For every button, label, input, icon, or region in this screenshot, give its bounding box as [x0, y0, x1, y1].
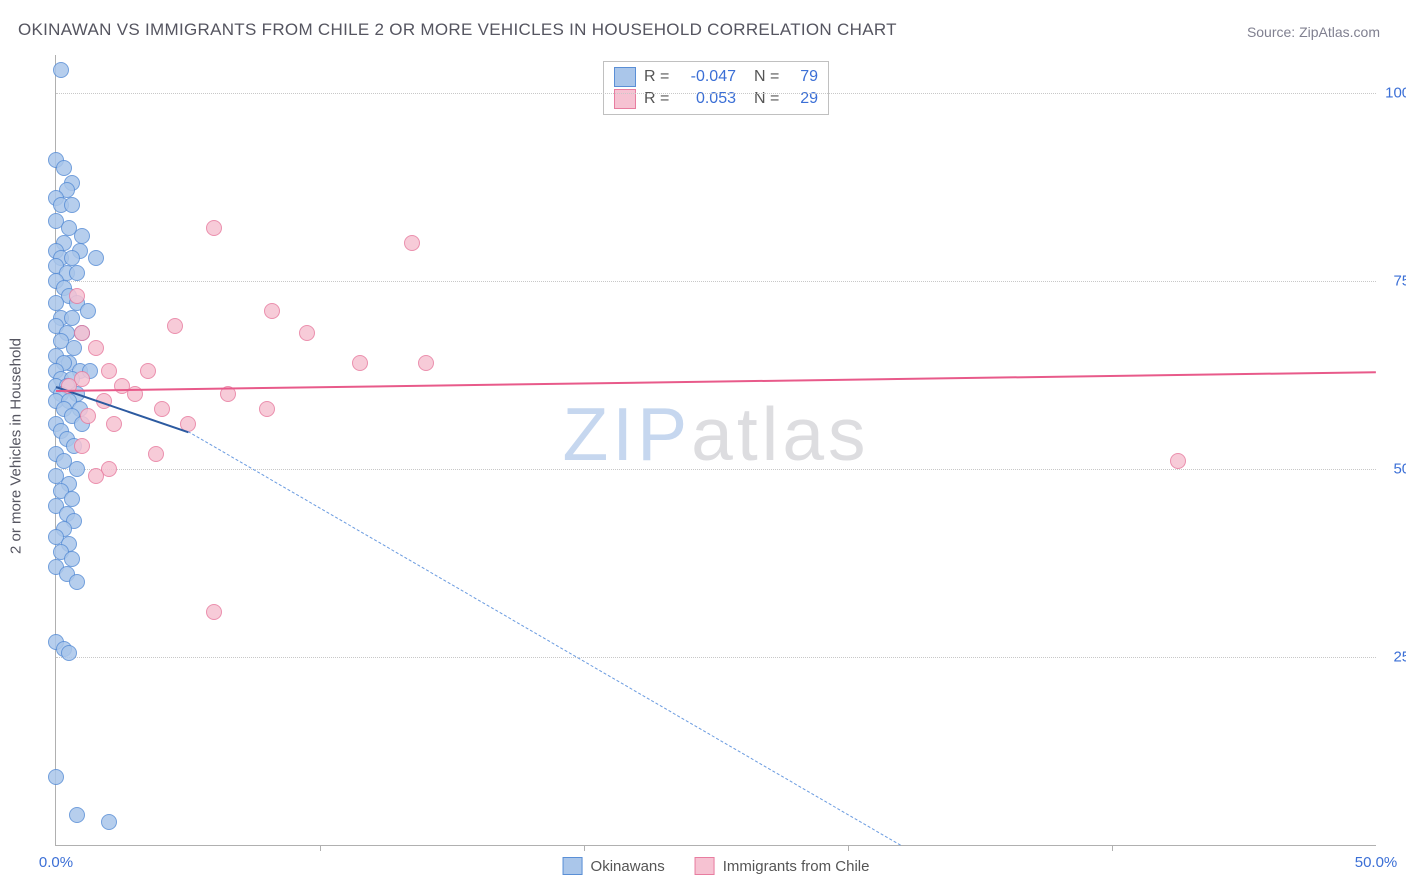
x-tick: [320, 845, 321, 851]
legend-correlation: R = -0.047 N = 79 R =0.053N =29: [603, 61, 829, 115]
trend-line: [56, 371, 1376, 392]
legend-series: Okinawans Immigrants from Chile: [563, 857, 870, 875]
scatter-point: [64, 197, 80, 213]
scatter-point: [69, 461, 85, 477]
x-tick: [584, 845, 585, 851]
legend-series-item: Okinawans: [563, 857, 665, 875]
scatter-point: [64, 551, 80, 567]
scatter-point: [352, 355, 368, 371]
scatter-point: [74, 438, 90, 454]
scatter-point: [64, 250, 80, 266]
scatter-point: [206, 604, 222, 620]
scatter-point: [101, 363, 117, 379]
scatter-point: [53, 62, 69, 78]
legend-swatch: [563, 857, 583, 875]
x-tick-label: 0.0%: [39, 854, 73, 871]
legend-n-value: 79: [790, 68, 818, 86]
scatter-point: [206, 220, 222, 236]
gridline-h: [56, 281, 1376, 282]
gridline-h: [56, 657, 1376, 658]
legend-swatch: [614, 67, 636, 87]
legend-series-name: Okinawans: [591, 858, 665, 875]
scatter-point: [404, 235, 420, 251]
scatter-point: [69, 807, 85, 823]
watermark: ZIPatlas: [562, 391, 869, 477]
scatter-point: [64, 310, 80, 326]
scatter-point: [56, 160, 72, 176]
scatter-point: [80, 408, 96, 424]
scatter-point: [148, 446, 164, 462]
scatter-point: [69, 265, 85, 281]
x-tick-label: 50.0%: [1355, 854, 1398, 871]
scatter-point: [61, 645, 77, 661]
scatter-point: [88, 340, 104, 356]
scatter-point: [74, 325, 90, 341]
chart-title: OKINAWAN VS IMMIGRANTS FROM CHILE 2 OR M…: [18, 20, 897, 40]
scatter-point: [264, 303, 280, 319]
scatter-point: [48, 295, 64, 311]
x-tick: [1112, 845, 1113, 851]
legend-series-item: Immigrants from Chile: [695, 857, 870, 875]
source-value: ZipAtlas.com: [1299, 24, 1380, 40]
legend-series-name: Immigrants from Chile: [723, 858, 870, 875]
scatter-point: [69, 288, 85, 304]
watermark-atlas: atlas: [691, 392, 869, 476]
gridline-h: [56, 93, 1376, 94]
y-tick-label: 50.0%: [1381, 460, 1406, 477]
scatter-point: [101, 814, 117, 830]
legend-row: R = -0.047 N = 79: [610, 66, 822, 88]
scatter-point: [74, 228, 90, 244]
x-tick: [848, 845, 849, 851]
scatter-point: [299, 325, 315, 341]
legend-n-label: N =: [754, 68, 782, 86]
scatter-point: [88, 250, 104, 266]
scatter-point: [66, 340, 82, 356]
scatter-point: [140, 363, 156, 379]
legend-r-label: R =: [644, 68, 672, 86]
scatter-point: [167, 318, 183, 334]
scatter-point: [106, 416, 122, 432]
y-axis-title: 2 or more Vehicles in Household: [8, 338, 25, 554]
scatter-point: [69, 574, 85, 590]
scatter-point: [418, 355, 434, 371]
y-tick-label: 100.0%: [1381, 84, 1406, 101]
y-tick-label: 25.0%: [1381, 648, 1406, 665]
scatter-point: [259, 401, 275, 417]
legend-r-value: -0.047: [680, 68, 736, 86]
scatter-point: [1170, 453, 1186, 469]
y-tick-label: 75.0%: [1381, 272, 1406, 289]
scatter-point: [48, 769, 64, 785]
scatter-point: [80, 303, 96, 319]
scatter-plot: ZIPatlas R =-0.047N =79R =0.053N =29 Oki…: [55, 55, 1376, 846]
trend-line-dashed: [188, 431, 901, 846]
watermark-zip: ZIP: [562, 392, 691, 476]
source-attribution: Source: ZipAtlas.com: [1247, 24, 1380, 40]
legend-row: R =0.053N =29: [610, 88, 822, 110]
scatter-point: [64, 491, 80, 507]
source-label: Source:: [1247, 24, 1299, 40]
scatter-point: [88, 468, 104, 484]
scatter-point: [154, 401, 170, 417]
legend-swatch: [695, 857, 715, 875]
